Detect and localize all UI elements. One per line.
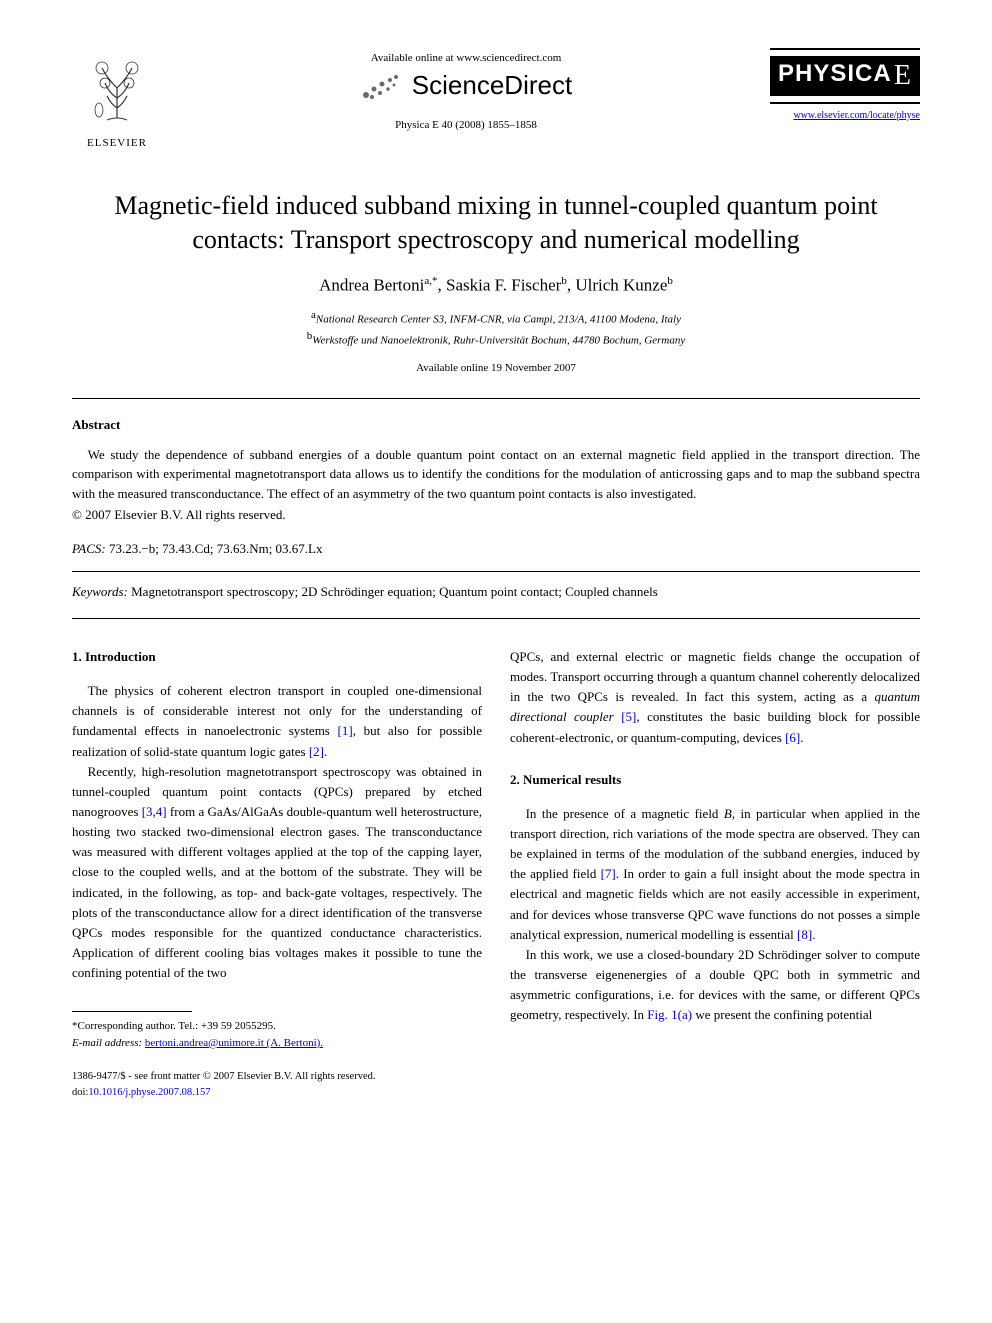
pacs-line: PACS: 73.23.−b; 73.43.Cd; 73.63.Nm; 03.6… (72, 541, 920, 557)
pacs-codes: 73.23.−b; 73.43.Cd; 73.63.Nm; 03.67.Lx (109, 541, 323, 556)
rule-2 (72, 571, 920, 572)
header-row: ELSEVIER Available online at www.science… (72, 48, 920, 149)
abstract-section: Abstract We study the dependence of subb… (72, 417, 920, 524)
bottom-metadata: 1386-9477/$ - see front matter © 2007 El… (72, 1069, 920, 1101)
keywords-line: Keywords: Magnetotransport spectroscopy;… (72, 584, 920, 600)
fig-1a-link[interactable]: Fig. 1(a) (647, 1007, 692, 1022)
keywords-label: Keywords: (72, 584, 128, 599)
c2p1-a: QPCs, and external electric or magnetic … (510, 649, 920, 704)
author-2-sup: b (561, 275, 567, 287)
column-right: QPCs, and external electric or magnetic … (510, 647, 920, 1051)
elsevier-name: ELSEVIER (72, 137, 162, 149)
s1p1-c: . (324, 744, 327, 759)
rule-1 (72, 398, 920, 399)
s1-para-2: Recently, high-resolution magnetotranspo… (72, 762, 482, 984)
body-columns: 1. Introduction The physics of coherent … (72, 647, 920, 1051)
author-3-sup: b (667, 275, 673, 287)
s2-para-1: In the presence of a magnetic field B, i… (510, 804, 920, 945)
corresponding-author-footnote: *Corresponding author. Tel.: +39 59 2055… (72, 1018, 482, 1051)
ref-7-link[interactable]: [7] (601, 866, 616, 881)
doi-link[interactable]: 10.1016/j.physe.2007.08.157 (88, 1087, 210, 1098)
ref-5-link[interactable]: [5] (621, 709, 636, 724)
abstract-text: We study the dependence of subband energ… (72, 445, 920, 504)
article-title: Magnetic-field induced subband mixing in… (72, 189, 920, 257)
ref-8-link[interactable]: [8] (797, 927, 812, 942)
author-2-name: Saskia F. Fischer (446, 275, 561, 294)
elsevier-logo-block: ELSEVIER (72, 48, 162, 149)
author-3-name: Ulrich Kunze (575, 275, 667, 294)
affiliation-b: Werkstoffe und Nanoelektronik, Ruhr-Univ… (312, 335, 685, 347)
column-left: 1. Introduction The physics of coherent … (72, 647, 482, 1051)
email-label: E-mail address: (72, 1037, 142, 1049)
center-header: Available online at www.sciencedirect.co… (162, 48, 770, 131)
affiliations: aNational Research Center S3, INFM-CNR, … (72, 307, 920, 349)
sciencedirect-dots-icon (360, 71, 404, 101)
abstract-copyright: © 2007 Elsevier B.V. All rights reserved… (72, 507, 920, 523)
ref-3-4-link[interactable]: [3,4] (142, 804, 167, 819)
c2p1-c: . (800, 730, 803, 745)
available-online-date: Available online 19 November 2007 (72, 362, 920, 374)
physica-sub-label: E (894, 60, 912, 92)
s2p1-B: B (724, 806, 732, 821)
physica-logo-inner: PHYSICA E (770, 56, 920, 96)
section-1-heading: 1. Introduction (72, 647, 482, 667)
abstract-heading: Abstract (72, 417, 920, 433)
section-2-heading: 2. Numerical results (510, 770, 920, 790)
s1p2-b: from a GaAs/AlGaAs double-quantum well h… (72, 804, 482, 980)
journal-homepage-link[interactable]: www.elsevier.com/locate/physe (770, 110, 920, 121)
doi-line: doi:10.1016/j.physe.2007.08.157 (72, 1085, 920, 1101)
ref-6-link[interactable]: [6] (785, 730, 800, 745)
corresponding-tel: *Corresponding author. Tel.: +39 59 2055… (72, 1018, 482, 1035)
footnote-separator (72, 1011, 192, 1012)
s2-para-2: In this work, we use a closed-boundary 2… (510, 945, 920, 1026)
sciencedirect-name: ScienceDirect (412, 70, 572, 101)
affiliation-a: National Research Center S3, INFM-CNR, v… (316, 314, 681, 326)
ref-1-link[interactable]: [1] (338, 723, 353, 738)
physica-label: PHYSICA (778, 60, 892, 87)
email-link[interactable]: bertoni.andrea@unimore.it (A. Bertoni). (145, 1037, 323, 1049)
pacs-label: PACS: (72, 541, 106, 556)
journal-reference: Physica E 40 (2008) 1855–1858 (162, 119, 770, 131)
sciencedirect-logo: ScienceDirect (162, 70, 770, 101)
s2p1-a: In the presence of a magnetic field (526, 806, 724, 821)
available-online-text: Available online at www.sciencedirect.co… (162, 52, 770, 64)
rule-3 (72, 618, 920, 619)
s1-para-1: The physics of coherent electron transpo… (72, 681, 482, 762)
front-matter-line: 1386-9477/$ - see front matter © 2007 El… (72, 1069, 920, 1085)
ref-2-link[interactable]: [2] (309, 744, 324, 759)
author-1-sup: a,* (424, 275, 437, 287)
author-1-name: Andrea Bertoni (319, 275, 424, 294)
physica-block: PHYSICA E www.elsevier.com/locate/physe (770, 48, 920, 121)
elsevier-tree-icon (77, 48, 157, 128)
corresponding-email-line: E-mail address: bertoni.andrea@unimore.i… (72, 1035, 482, 1052)
s2p1-d: . (812, 927, 815, 942)
col2-para-1: QPCs, and external electric or magnetic … (510, 647, 920, 748)
authors-line: Andrea Bertonia,*, Saskia F. Fischerb, U… (72, 275, 920, 296)
doi-label: doi: (72, 1087, 88, 1098)
physica-logo-box: PHYSICA E (770, 48, 920, 104)
s2p2-b: we present the confining potential (692, 1007, 872, 1022)
keywords-text: Magnetotransport spectroscopy; 2D Schröd… (131, 584, 658, 599)
